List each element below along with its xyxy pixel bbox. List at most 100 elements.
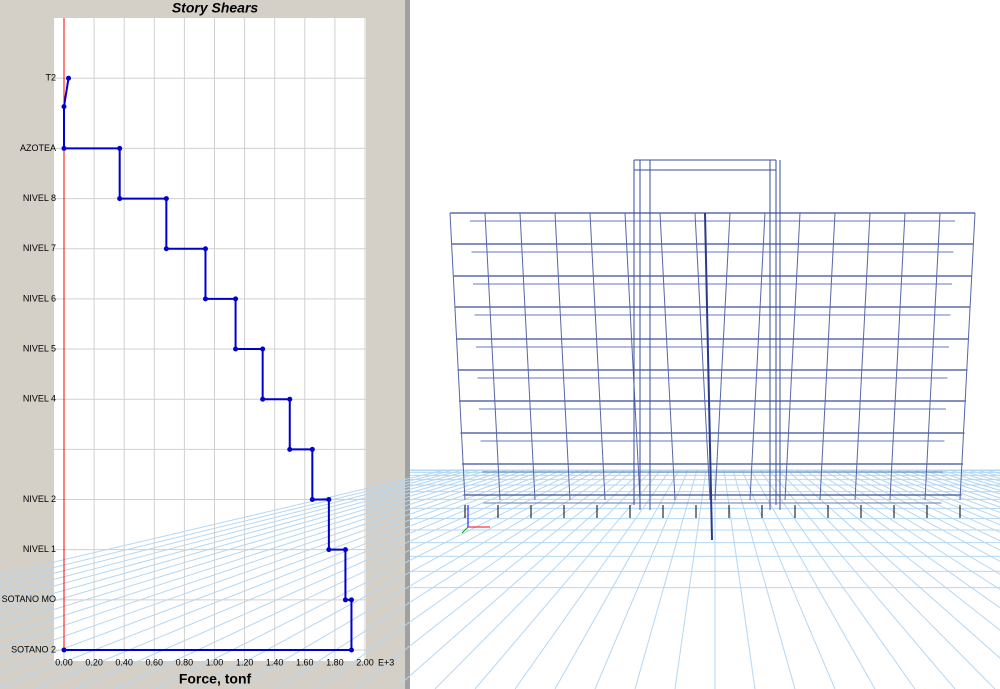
model-line (784, 212, 801, 501)
shear-point (163, 246, 169, 252)
y-tick-label: NIVEL 5 (23, 343, 56, 353)
model-line (659, 212, 676, 501)
y-tick-label: SOTANO 2 (11, 644, 56, 654)
x-tick-label: 1.40 (266, 657, 284, 667)
model-line (741, 469, 836, 689)
model-line (959, 212, 976, 501)
model-line (840, 469, 1000, 551)
x-tick-label: 0.40 (115, 657, 133, 667)
model-line (885, 469, 1000, 513)
splitter[interactable] (405, 0, 410, 689)
model-line (0, 469, 446, 576)
shear-point (326, 547, 332, 553)
shear-point (260, 396, 266, 402)
model-line (867, 469, 1000, 526)
y-tick-label: NIVEL 1 (23, 544, 56, 554)
model-line (831, 469, 1000, 562)
model-line (624, 212, 641, 501)
model-line (674, 469, 707, 689)
model-line (449, 212, 466, 501)
model-line (704, 212, 713, 541)
shear-point (309, 497, 315, 502)
shear-point (233, 346, 239, 352)
model-line (0, 469, 536, 660)
y-tick-label: SOTANO MO (2, 594, 56, 604)
x-tick-label: 1.00 (206, 657, 224, 667)
shear-point (260, 346, 266, 352)
y-tick-label: NIVEL 6 (23, 293, 56, 303)
y-tick-label: NIVEL 8 (23, 193, 56, 203)
model-line (354, 469, 635, 689)
model-line (484, 212, 501, 501)
shear-point (117, 145, 123, 151)
model-line (0, 469, 455, 582)
model-line (819, 212, 836, 501)
shear-point (117, 196, 123, 202)
shear-point (202, 246, 208, 252)
chart-title: Story Shears (172, 0, 259, 16)
model-line (894, 469, 1000, 508)
shear-point (287, 446, 293, 452)
model-line (804, 469, 1000, 609)
model-line (876, 469, 1000, 519)
model-line (694, 212, 711, 501)
shear-point (287, 396, 293, 402)
shear-point (233, 296, 239, 302)
chart: Story Shears Force, tonf 0.00 0.20 0.40 0.6… (2, 0, 395, 687)
plot-area (54, 18, 366, 661)
shear-point (61, 104, 67, 110)
model-line (434, 469, 653, 689)
model-line (589, 212, 606, 501)
model-line (0, 469, 464, 588)
shear-point (66, 75, 72, 81)
y-tick-label: T2 (45, 73, 56, 83)
model-line (74, 469, 572, 689)
model-line (0, 469, 509, 627)
model-line (554, 469, 680, 689)
y-tick-label: AZOTEA (20, 143, 56, 153)
model-line (594, 469, 689, 689)
shear-point (61, 145, 67, 151)
model-line (394, 469, 644, 689)
shear-point (348, 647, 354, 653)
model-line (924, 212, 941, 501)
model-line (0, 469, 500, 618)
x-tick-label: 0.00 (55, 657, 73, 667)
model-line (554, 212, 571, 501)
model-line (34, 469, 563, 689)
shear-point (342, 547, 348, 553)
model-line (519, 212, 536, 501)
model-line (889, 212, 906, 501)
x-axis-title: Force, tonf (179, 671, 252, 687)
y-tick-label: NIVEL 4 (23, 394, 56, 404)
model-line (749, 212, 766, 501)
model-line (0, 469, 482, 602)
shear-line (63, 78, 353, 651)
model-line (858, 469, 1000, 533)
shear-point (163, 196, 169, 202)
shear-point (202, 296, 208, 302)
model-line (732, 469, 796, 689)
model-line (0, 469, 545, 673)
model-line (777, 469, 996, 689)
y-tick-label: NIVEL 7 (23, 243, 56, 253)
model-line (714, 212, 731, 501)
model-line (0, 469, 554, 688)
model-line (114, 469, 581, 689)
model-line (768, 469, 956, 689)
x-tick-label: 1.20 (236, 657, 254, 667)
x-tick-label: 0.80 (176, 657, 194, 667)
model-view[interactable] (410, 0, 1000, 689)
model-line (634, 469, 698, 689)
model-line (274, 469, 617, 689)
model-line (0, 469, 527, 648)
model-line (854, 212, 871, 501)
model-line (314, 469, 626, 689)
model-line (514, 469, 671, 689)
model-line (822, 469, 1000, 575)
model-line (0, 469, 518, 637)
model-line (750, 469, 876, 689)
shear-point (348, 597, 354, 603)
x-tick-label: 1.60 (296, 657, 314, 667)
